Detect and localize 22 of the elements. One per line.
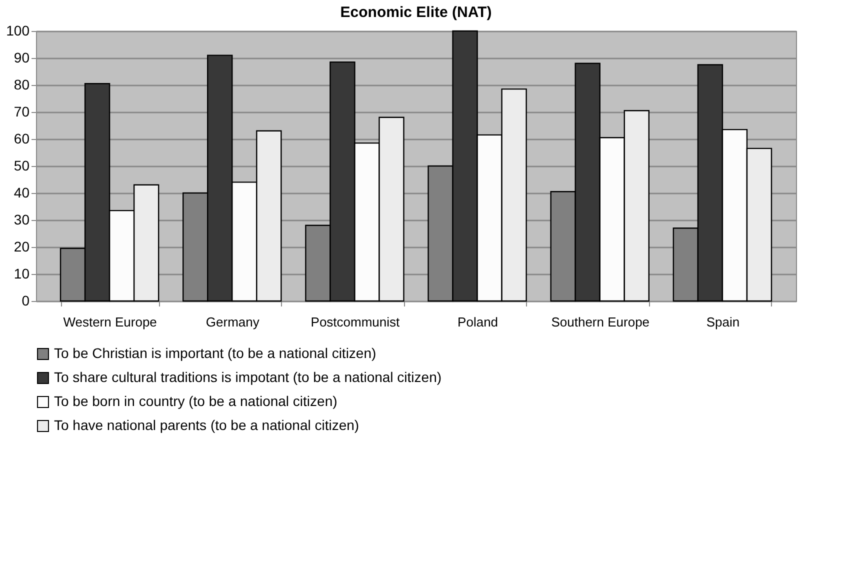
y-tick-label: 30 <box>14 212 30 228</box>
y-tick-label: 80 <box>14 76 30 92</box>
legend-label: To have national parents (to be a national citizen) <box>54 417 360 433</box>
y-tick-label: 10 <box>14 266 30 282</box>
y-tick-label: 20 <box>14 238 30 254</box>
y-tick-label: 40 <box>14 184 30 200</box>
chart-title: Economic Elite (NAT) <box>340 4 492 21</box>
x-tick-label: Southern Europe <box>551 314 650 330</box>
x-tick-label: Western Europe <box>63 314 157 330</box>
y-tick-label: 50 <box>14 158 30 174</box>
y-tick-label: 0 <box>22 292 30 308</box>
legend-label: To be Christian is important (to be a national citizen) <box>54 345 376 361</box>
x-tick-label: Germany <box>206 314 260 330</box>
x-tick-label: Poland <box>458 314 498 330</box>
y-tick-label: 90 <box>14 50 30 66</box>
y-tick-label: 60 <box>14 130 30 146</box>
y-tick-label: 70 <box>14 104 30 120</box>
x-tick-label: Spain <box>706 314 740 330</box>
x-tick-label: Postcommunist <box>310 314 400 330</box>
legend-label: To be born in country (to be a national citizen) <box>54 393 338 409</box>
y-tick-label: 100 <box>6 22 30 38</box>
legend-label: To share cultural traditions is impotant (to be a national citizen) <box>54 369 442 385</box>
